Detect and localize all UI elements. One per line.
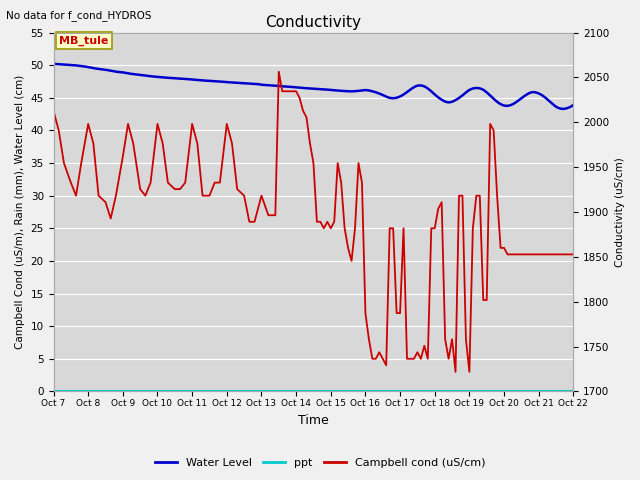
Legend: Water Level, ppt, Campbell cond (uS/cm): Water Level, ppt, Campbell cond (uS/cm): [150, 453, 490, 472]
Y-axis label: Conductivity (uS/cm): Conductivity (uS/cm): [615, 157, 625, 267]
Y-axis label: Campbell Cond (uS/m), Rain (mm), Water Level (cm): Campbell Cond (uS/m), Rain (mm), Water L…: [15, 75, 25, 349]
Text: MB_tule: MB_tule: [59, 36, 108, 46]
X-axis label: Time: Time: [298, 414, 329, 427]
Title: Conductivity: Conductivity: [266, 15, 362, 30]
Text: No data for f_cond_HYDROS: No data for f_cond_HYDROS: [6, 10, 152, 21]
